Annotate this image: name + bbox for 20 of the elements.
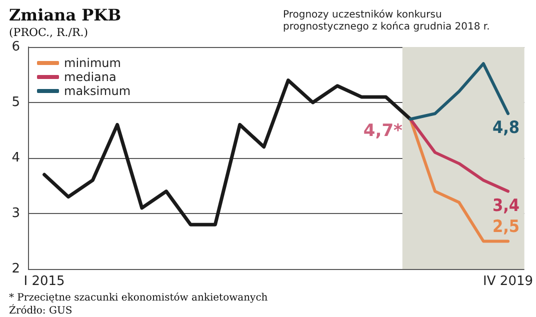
- text: Źródło: GUS: [9, 304, 72, 316]
- chart-title: Zmiana PKB: [9, 6, 122, 24]
- legend-label: minimum: [64, 56, 121, 70]
- x-tick-label: I 2015: [24, 274, 65, 289]
- y-axis-title: (PROC., R./R.): [9, 26, 88, 39]
- y-tick-label: 4: [12, 150, 20, 166]
- y-tick-label: 6: [12, 40, 20, 54]
- x-tick-label: IV 2019: [483, 274, 534, 289]
- legend-label: mediana: [64, 70, 116, 84]
- y-tick-label: 5: [12, 95, 20, 110]
- line-series: [408, 62, 510, 121]
- data-label: 4,8: [492, 118, 520, 138]
- data-label: 2,5: [492, 216, 520, 237]
- data-label: 3,4: [492, 196, 520, 216]
- chart-subtitle: Prognozy uczestników konkursu prognostycznego z końca grudnia 2018 r.: [283, 10, 490, 32]
- y-tick-label: 3: [12, 206, 20, 221]
- legend-label: maksimum: [64, 84, 131, 98]
- text: * Przeciętne szacunki ekonomistów ankietowanych: [9, 292, 268, 304]
- y-tick-label: 2: [12, 262, 20, 276]
- annotation: 4,7*: [363, 121, 403, 142]
